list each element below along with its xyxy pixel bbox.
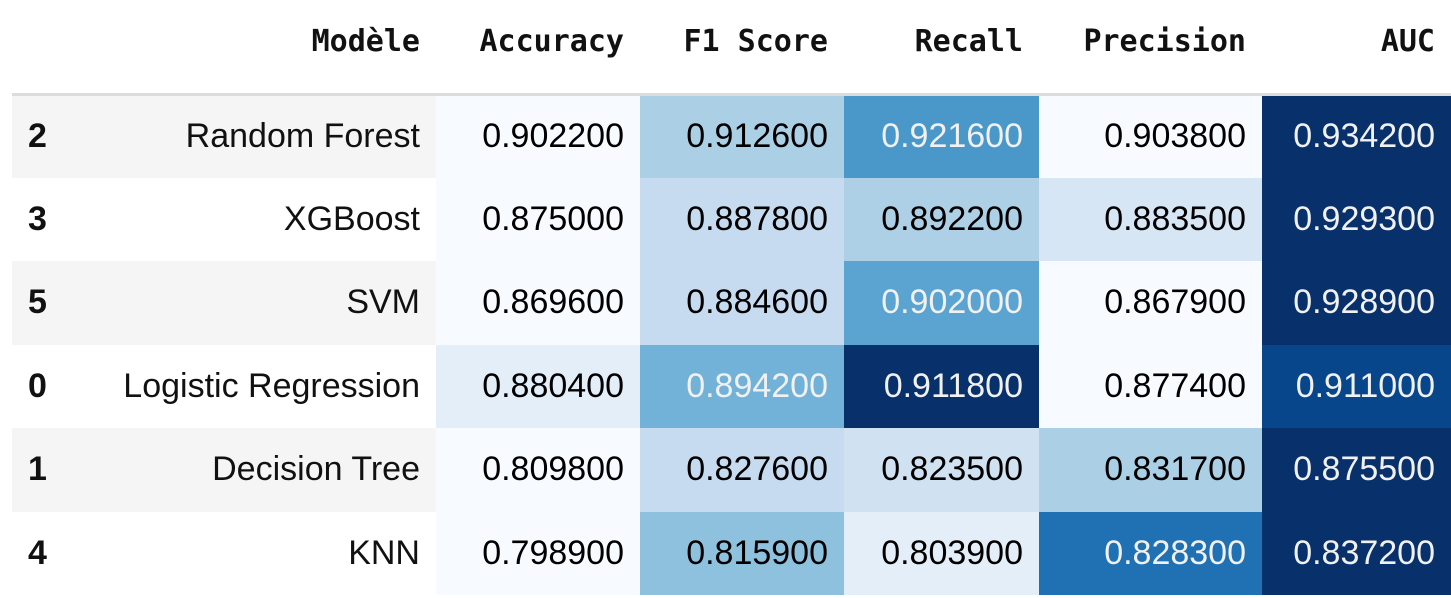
table-row: 5 SVM 0.869600 0.884600 0.902000 0.86790… xyxy=(12,261,1451,345)
model-name-cell: KNN xyxy=(68,511,436,595)
header-row: Modèle Accuracy F1 Score Recall Precisio… xyxy=(12,0,1451,96)
column-header-model: Modèle xyxy=(68,0,436,96)
model-name-cell: Decision Tree xyxy=(68,428,436,512)
f1-score-cell: 0.827600 xyxy=(640,428,844,512)
f1-score-cell: 0.894200 xyxy=(640,344,844,428)
accuracy-cell: 0.798900 xyxy=(436,511,640,595)
model-name-cell: XGBoost xyxy=(68,177,436,261)
column-header-recall: Recall xyxy=(844,0,1039,96)
row-index: 4 xyxy=(12,511,68,595)
precision-cell: 0.828300 xyxy=(1039,511,1262,595)
auc-cell: 0.934200 xyxy=(1262,94,1451,178)
accuracy-cell: 0.875000 xyxy=(436,177,640,261)
recall-cell: 0.921600 xyxy=(844,94,1039,178)
auc-cell: 0.929300 xyxy=(1262,177,1451,261)
row-index: 0 xyxy=(12,344,68,428)
precision-cell: 0.903800 xyxy=(1039,94,1262,178)
recall-cell: 0.892200 xyxy=(844,177,1039,261)
model-metrics-table: Modèle Accuracy F1 Score Recall Precisio… xyxy=(12,0,1451,595)
column-header-auc: AUC xyxy=(1262,0,1451,96)
f1-score-cell: 0.887800 xyxy=(640,177,844,261)
row-index: 5 xyxy=(12,261,68,345)
recall-cell: 0.902000 xyxy=(844,261,1039,345)
column-header-precision: Precision xyxy=(1039,0,1262,96)
table-row: 0 Logistic Regression 0.880400 0.894200 … xyxy=(12,344,1451,428)
auc-cell: 0.928900 xyxy=(1262,261,1451,345)
table-row: 4 KNN 0.798900 0.815900 0.803900 0.82830… xyxy=(12,511,1451,595)
accuracy-cell: 0.902200 xyxy=(436,94,640,178)
recall-cell: 0.911800 xyxy=(844,344,1039,428)
accuracy-cell: 0.880400 xyxy=(436,344,640,428)
row-index: 3 xyxy=(12,177,68,261)
results-table-container: Modèle Accuracy F1 Score Recall Precisio… xyxy=(12,0,1451,595)
precision-cell: 0.877400 xyxy=(1039,344,1262,428)
recall-cell: 0.803900 xyxy=(844,511,1039,595)
auc-cell: 0.837200 xyxy=(1262,511,1451,595)
precision-cell: 0.867900 xyxy=(1039,261,1262,345)
precision-cell: 0.883500 xyxy=(1039,177,1262,261)
f1-score-cell: 0.884600 xyxy=(640,261,844,345)
auc-cell: 0.875500 xyxy=(1262,428,1451,512)
model-name-cell: Random Forest xyxy=(68,94,436,178)
precision-cell: 0.831700 xyxy=(1039,428,1262,512)
table-row: 2 Random Forest 0.902200 0.912600 0.9216… xyxy=(12,94,1451,178)
index-header xyxy=(12,0,68,96)
model-name-cell: SVM xyxy=(68,261,436,345)
row-index: 2 xyxy=(12,94,68,178)
column-header-f1-score: F1 Score xyxy=(640,0,844,96)
accuracy-cell: 0.809800 xyxy=(436,428,640,512)
auc-cell: 0.911000 xyxy=(1262,344,1451,428)
accuracy-cell: 0.869600 xyxy=(436,261,640,345)
f1-score-cell: 0.912600 xyxy=(640,94,844,178)
table-row: 1 Decision Tree 0.809800 0.827600 0.8235… xyxy=(12,428,1451,512)
column-header-accuracy: Accuracy xyxy=(436,0,640,96)
f1-score-cell: 0.815900 xyxy=(640,511,844,595)
row-index: 1 xyxy=(12,428,68,512)
table-row: 3 XGBoost 0.875000 0.887800 0.892200 0.8… xyxy=(12,177,1451,261)
model-name-cell: Logistic Regression xyxy=(68,344,436,428)
recall-cell: 0.823500 xyxy=(844,428,1039,512)
